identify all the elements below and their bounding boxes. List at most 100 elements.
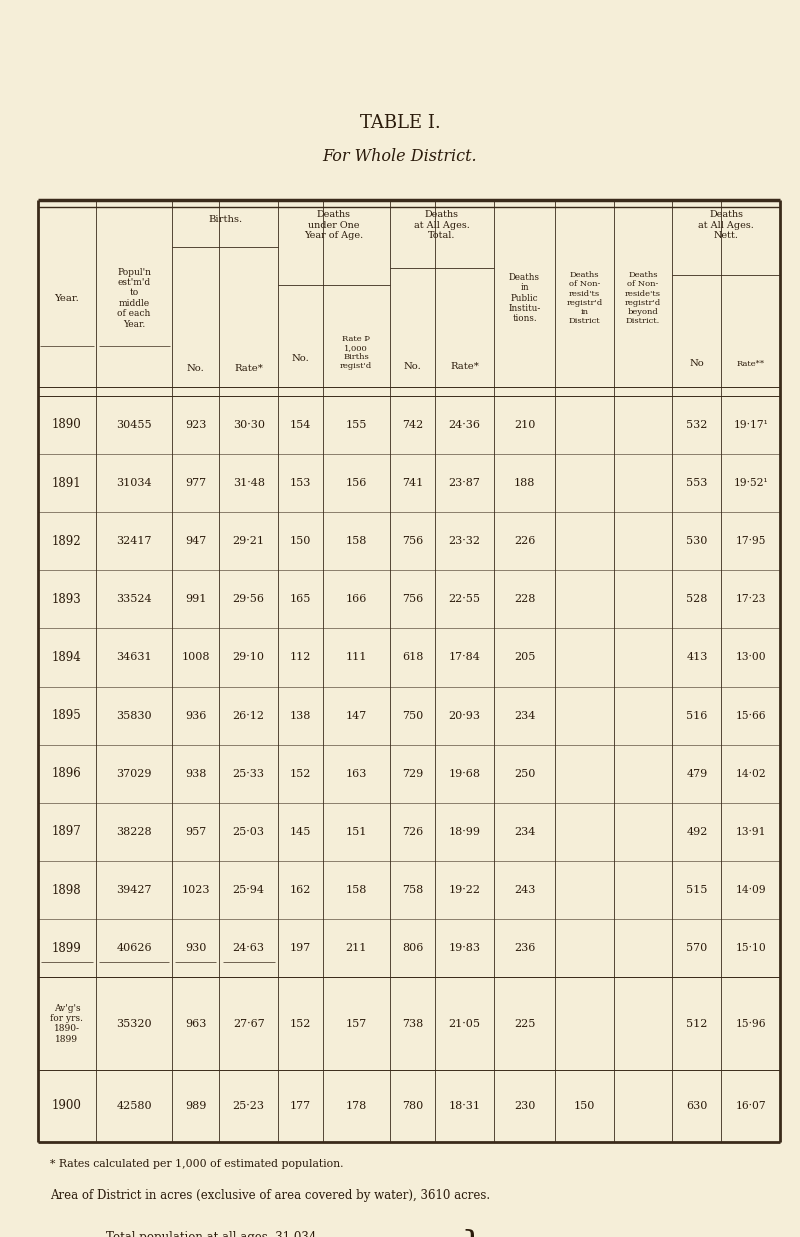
Text: 39427: 39427: [117, 884, 152, 896]
Text: 947: 947: [185, 536, 206, 547]
Text: 30·30: 30·30: [233, 419, 265, 430]
Text: 13·91: 13·91: [735, 826, 766, 837]
Text: Deaths
of Non-
reside'ts
registr'd
beyond
District.: Deaths of Non- reside'ts registr'd beyon…: [625, 271, 662, 325]
Text: 225: 225: [514, 1018, 535, 1029]
Text: 150: 150: [574, 1101, 595, 1111]
Text: 158: 158: [346, 884, 367, 896]
Text: 250: 250: [514, 768, 535, 779]
Text: 228: 228: [514, 594, 535, 605]
Text: 154: 154: [290, 419, 311, 430]
Text: 17·95: 17·95: [735, 536, 766, 547]
Text: 25·03: 25·03: [233, 826, 265, 837]
Text: 25·94: 25·94: [233, 884, 265, 896]
Text: 630: 630: [686, 1101, 707, 1111]
Text: 29·56: 29·56: [233, 594, 265, 605]
Text: 1900: 1900: [52, 1100, 82, 1112]
Text: 16·07: 16·07: [735, 1101, 766, 1111]
Text: TABLE I.: TABLE I.: [360, 114, 440, 132]
Text: 30455: 30455: [116, 419, 152, 430]
Text: 1897: 1897: [52, 825, 82, 839]
Text: Total population at all ages, 31,034: Total population at all ages, 31,034: [106, 1231, 316, 1237]
Text: 21·05: 21·05: [449, 1018, 481, 1029]
Text: 158: 158: [346, 536, 367, 547]
Text: Deaths
at All Ages.
Total.: Deaths at All Ages. Total.: [414, 210, 470, 240]
Text: 553: 553: [686, 477, 707, 489]
Text: 29·21: 29·21: [233, 536, 265, 547]
Text: 38228: 38228: [116, 826, 152, 837]
Text: 19·68: 19·68: [449, 768, 481, 779]
Text: 742: 742: [402, 419, 423, 430]
Text: 111: 111: [346, 652, 367, 663]
Text: 977: 977: [185, 477, 206, 489]
Text: 15·66: 15·66: [735, 710, 766, 721]
Text: 512: 512: [686, 1018, 707, 1029]
Text: 1891: 1891: [52, 476, 82, 490]
Text: 230: 230: [514, 1101, 535, 1111]
Text: Popul'n
est'm'd
to
middle
of each
Year.: Popul'n est'm'd to middle of each Year.: [117, 267, 151, 329]
Text: 530: 530: [686, 536, 707, 547]
Text: 40626: 40626: [116, 943, 152, 954]
Text: 178: 178: [346, 1101, 367, 1111]
Text: 156: 156: [346, 477, 367, 489]
Text: }: }: [460, 1228, 483, 1237]
Text: 14·02: 14·02: [735, 768, 766, 779]
Text: 780: 780: [402, 1101, 423, 1111]
Text: 741: 741: [402, 477, 423, 489]
Text: 155: 155: [346, 419, 367, 430]
Text: 236: 236: [514, 943, 535, 954]
Text: Births.: Births.: [208, 215, 242, 224]
Text: 226: 226: [514, 536, 535, 547]
Text: 15·10: 15·10: [735, 943, 766, 954]
Text: Rate*: Rate*: [234, 364, 263, 374]
Text: 162: 162: [290, 884, 311, 896]
Text: 151: 151: [346, 826, 367, 837]
Text: 479: 479: [686, 768, 707, 779]
Text: 963: 963: [185, 1018, 206, 1029]
Text: Deaths
of Non-
resid'ts
registr'd
in
District: Deaths of Non- resid'ts registr'd in Dis…: [566, 271, 602, 325]
Text: 19·17¹: 19·17¹: [734, 419, 768, 430]
Text: 153: 153: [290, 477, 311, 489]
Text: 1023: 1023: [182, 884, 210, 896]
Text: 923: 923: [185, 419, 206, 430]
Text: 210: 210: [514, 419, 535, 430]
Text: 152: 152: [290, 1018, 311, 1029]
Text: Area of District in acres (exclusive of area covered by water), 3610 acres.: Area of District in acres (exclusive of …: [50, 1189, 490, 1202]
Text: 234: 234: [514, 826, 535, 837]
Text: 1899: 1899: [52, 941, 82, 955]
Text: 756: 756: [402, 536, 423, 547]
Text: * Rates calculated per 1,000 of estimated population.: * Rates calculated per 1,000 of estimate…: [50, 1159, 343, 1169]
Text: 516: 516: [686, 710, 707, 721]
Text: For Whole District.: For Whole District.: [322, 147, 478, 165]
Text: 756: 756: [402, 594, 423, 605]
Text: 1895: 1895: [52, 709, 82, 722]
Text: 991: 991: [185, 594, 206, 605]
Text: 18·99: 18·99: [449, 826, 481, 837]
Text: 528: 528: [686, 594, 707, 605]
Text: 23·87: 23·87: [449, 477, 481, 489]
Text: 32417: 32417: [117, 536, 152, 547]
Text: 18·31: 18·31: [449, 1101, 481, 1111]
Text: 15·96: 15·96: [735, 1018, 766, 1029]
Text: 25·23: 25·23: [233, 1101, 265, 1111]
Text: 729: 729: [402, 768, 423, 779]
Text: 936: 936: [185, 710, 206, 721]
Text: 1898: 1898: [52, 883, 82, 897]
Text: Deaths
at All Ages.
Nett.: Deaths at All Ages. Nett.: [698, 210, 754, 240]
Text: No.: No.: [291, 354, 310, 364]
Text: 31·48: 31·48: [233, 477, 265, 489]
Text: 938: 938: [185, 768, 206, 779]
Text: 165: 165: [290, 594, 311, 605]
Text: Rate Þ
1,000
Births
regist'd: Rate Þ 1,000 Births regist'd: [340, 335, 372, 370]
Text: 234: 234: [514, 710, 535, 721]
Text: 35320: 35320: [116, 1018, 152, 1029]
Text: Rate**: Rate**: [737, 360, 765, 367]
Text: 19·52¹: 19·52¹: [734, 477, 768, 489]
Text: 152: 152: [290, 768, 311, 779]
Text: 515: 515: [686, 884, 707, 896]
Text: 492: 492: [686, 826, 707, 837]
Text: 145: 145: [290, 826, 311, 837]
Text: 1890: 1890: [52, 418, 82, 432]
Text: No.: No.: [403, 361, 422, 371]
Text: 24·36: 24·36: [449, 419, 481, 430]
Text: 188: 188: [514, 477, 535, 489]
